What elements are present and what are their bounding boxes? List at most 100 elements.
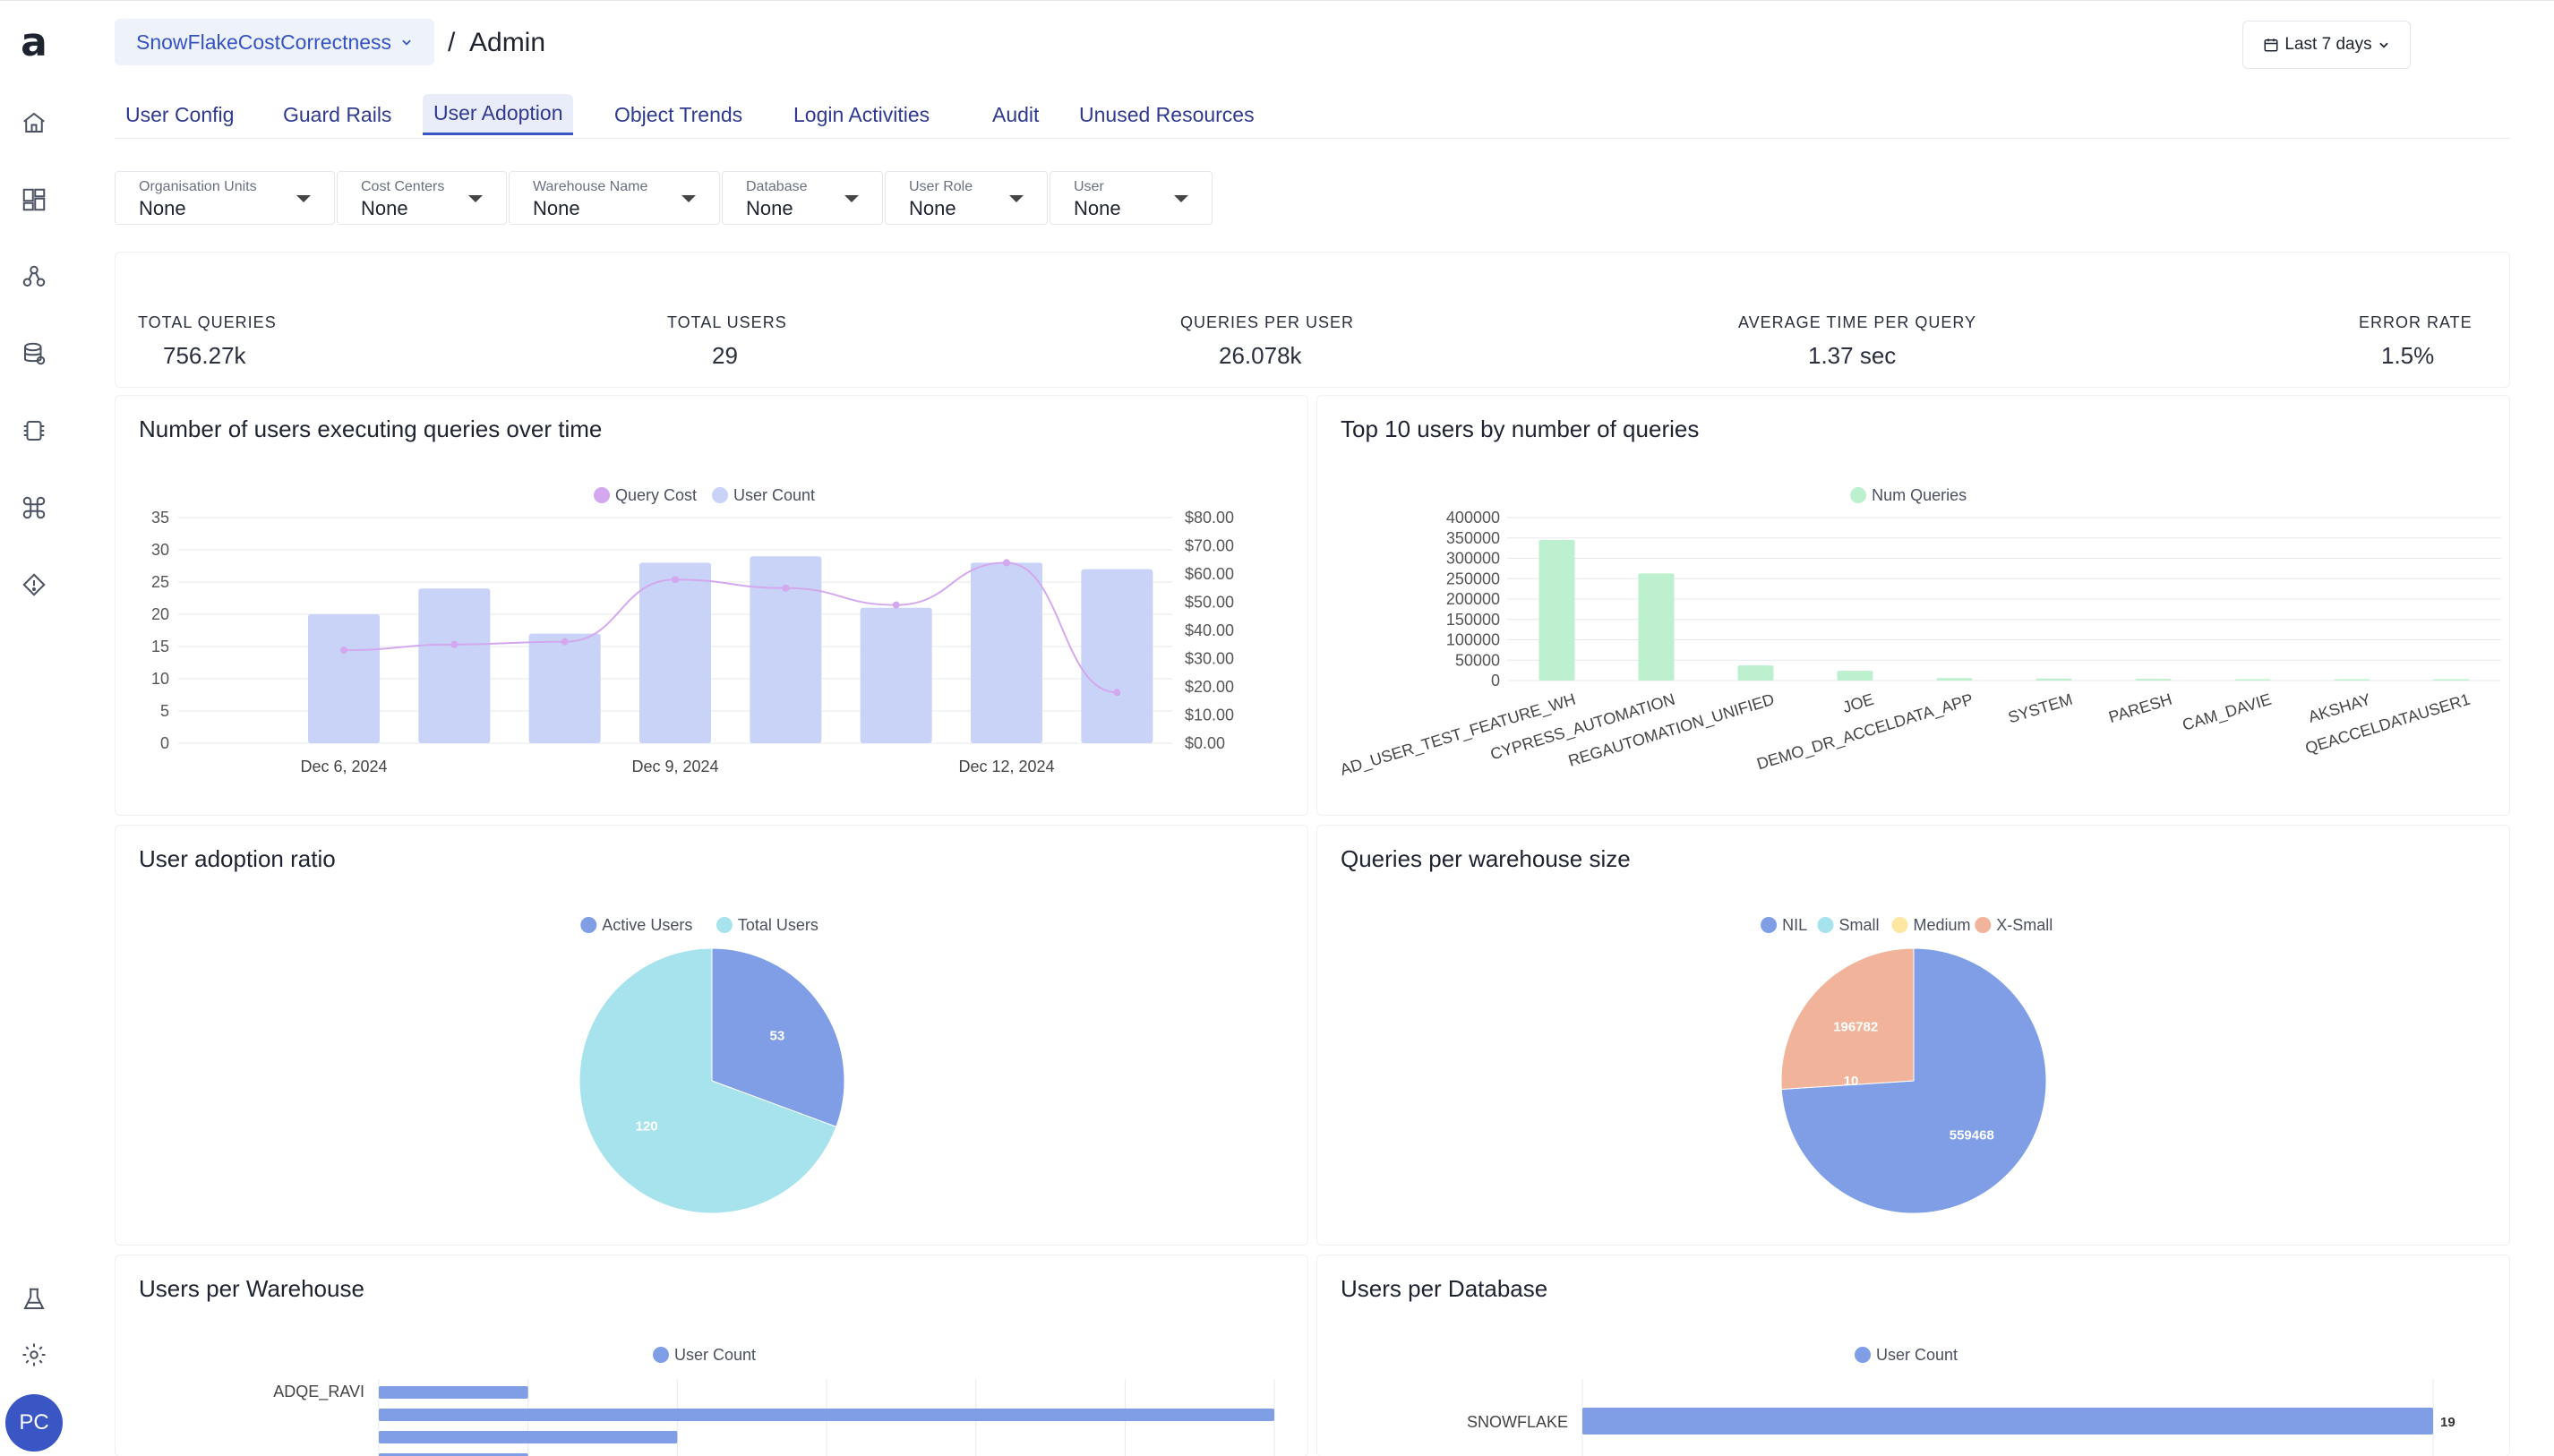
filter-cost-centers[interactable]: Cost Centers None bbox=[337, 171, 507, 225]
pie-slice bbox=[579, 947, 837, 1214]
bar bbox=[1837, 671, 1873, 681]
filter-organisation-units[interactable]: Organisation Units None bbox=[115, 171, 335, 225]
home-icon[interactable] bbox=[18, 107, 50, 139]
filter-warehouse-name[interactable]: Warehouse Name None bbox=[509, 171, 720, 225]
caret-down-icon bbox=[1174, 195, 1188, 202]
y-tick-label: 35 bbox=[151, 509, 169, 527]
logo[interactable]: a bbox=[16, 17, 52, 67]
y2-tick-label: $30.00 bbox=[1185, 650, 1234, 668]
y-tick-label: 25 bbox=[151, 573, 169, 591]
tab-label: Object Trends bbox=[614, 102, 743, 126]
filter-value: None bbox=[909, 197, 956, 219]
chip-icon[interactable] bbox=[18, 415, 50, 447]
y2-tick-label: $40.00 bbox=[1185, 621, 1234, 639]
bar bbox=[379, 1386, 528, 1399]
legend-label: X-Small bbox=[1996, 916, 2053, 934]
legend-label: Medium bbox=[1914, 916, 1971, 934]
bar bbox=[2234, 679, 2271, 681]
y-tick-label: 250000 bbox=[1446, 570, 1500, 587]
line-point bbox=[672, 576, 679, 584]
pie-slice bbox=[711, 947, 845, 1127]
chart-users-per-warehouse: User Count ADQE_RAVI bbox=[273, 1346, 1275, 1456]
legend-marker bbox=[1855, 1347, 1871, 1363]
y2-tick-label: $50.00 bbox=[1185, 594, 1234, 612]
tab-unused-resources[interactable]: Unused Resources bbox=[1068, 94, 1265, 135]
x-tick-label: Dec 9, 2024 bbox=[631, 758, 718, 775]
tab-login-activities[interactable]: Login Activities bbox=[783, 94, 940, 135]
line-point bbox=[1003, 559, 1010, 567]
bar bbox=[1081, 569, 1153, 743]
date-range-selector[interactable]: Last 7 days bbox=[2242, 21, 2411, 69]
y2-tick-label: $80.00 bbox=[1185, 509, 1234, 527]
x-tick-label: AKSHAY bbox=[2306, 690, 2372, 726]
y2-tick-label: $70.00 bbox=[1185, 537, 1234, 555]
chart-users-per-database: User Count SNOWFLAKE 19 bbox=[1467, 1346, 2455, 1456]
y-tick-label: 30 bbox=[151, 541, 169, 559]
project-selector[interactable]: SnowFlakeCostCorrectness bbox=[115, 19, 435, 65]
chart-users-over-time: Query Cost User Count 0 5 10 15 20 25 30 35 $0.00 $… bbox=[151, 486, 1234, 775]
chart-adoption-ratio: Active Users Total Users 53 120 bbox=[579, 916, 845, 1214]
dashboard-icon[interactable] bbox=[18, 184, 50, 216]
bar bbox=[2035, 678, 2072, 681]
caret-down-icon bbox=[296, 195, 311, 202]
gear-icon[interactable] bbox=[18, 1339, 50, 1371]
graph-icon[interactable] bbox=[18, 261, 50, 293]
bar bbox=[639, 562, 711, 743]
y-tick-label: 0 bbox=[160, 734, 169, 752]
tab-object-trends[interactable]: Object Trends bbox=[604, 94, 753, 135]
legend-label: Small bbox=[1839, 916, 1880, 934]
filter-value: None bbox=[533, 197, 580, 219]
filter-user-role[interactable]: User Role None bbox=[885, 171, 1048, 225]
line-point bbox=[561, 638, 569, 646]
tab-audit[interactable]: Audit bbox=[981, 94, 1050, 135]
bar bbox=[528, 633, 601, 743]
database-icon[interactable] bbox=[18, 338, 50, 370]
sidebar: a PC bbox=[0, 1, 68, 1456]
card-title: User adoption ratio bbox=[139, 845, 336, 872]
header: SnowFlakeCostCorrectness / Admin Last 7 … bbox=[115, 19, 2510, 69]
logo-letter: a bbox=[21, 19, 47, 65]
pie-slice bbox=[1780, 947, 1915, 1091]
main-content: SnowFlakeCostCorrectness / Admin Last 7 … bbox=[115, 1, 2510, 1456]
x-tick-label: SYSTEM bbox=[2006, 690, 2075, 727]
avatar[interactable]: PC bbox=[5, 1394, 63, 1452]
tab-label: Login Activities bbox=[793, 102, 930, 126]
y-tick-label: 15 bbox=[151, 638, 169, 655]
card-title: Users per Warehouse bbox=[139, 1275, 364, 1302]
card-title: Number of users executing queries over t… bbox=[139, 415, 603, 442]
tab-guard-rails[interactable]: Guard Rails bbox=[272, 94, 402, 135]
filter-user[interactable]: User None bbox=[1050, 171, 1213, 225]
tab-user-config[interactable]: User Config bbox=[115, 94, 244, 135]
line-point bbox=[450, 640, 459, 648]
y-tick-label: 20 bbox=[151, 605, 169, 623]
command-icon[interactable] bbox=[18, 492, 50, 524]
bar bbox=[2135, 679, 2172, 681]
filter-value: None bbox=[1074, 197, 1121, 219]
tab-user-adoption[interactable]: User Adoption bbox=[423, 94, 574, 135]
bar bbox=[1936, 678, 1973, 681]
line-point bbox=[1113, 689, 1121, 697]
date-range-label: Last 7 days bbox=[2284, 35, 2372, 54]
filter-label: User bbox=[1074, 179, 1104, 194]
filter-value: None bbox=[746, 197, 793, 219]
flask-icon[interactable] bbox=[18, 1283, 50, 1315]
y-tick-label: ADQE_RAVI bbox=[273, 1383, 364, 1401]
legend-marker bbox=[1850, 487, 1867, 503]
slice-label: 53 bbox=[770, 1028, 785, 1043]
filter-database[interactable]: Database None bbox=[722, 171, 883, 225]
bar bbox=[2334, 679, 2370, 681]
calendar-icon bbox=[2264, 39, 2278, 52]
y-tick-label: 0 bbox=[1491, 672, 1500, 689]
tab-label: Unused Resources bbox=[1079, 102, 1255, 126]
legend-marker bbox=[1975, 917, 1992, 933]
legend-label: User Count bbox=[1876, 1346, 1958, 1364]
y-tick-label: 10 bbox=[151, 670, 169, 688]
y-tick-label: 150000 bbox=[1446, 611, 1500, 629]
card-title: Users per Database bbox=[1341, 1275, 1548, 1302]
filter-label: Database bbox=[746, 179, 808, 194]
filter-label: Warehouse Name bbox=[533, 179, 648, 194]
slice-label: 196782 bbox=[1833, 1019, 1878, 1034]
diamond-icon[interactable] bbox=[18, 569, 50, 601]
x-tick-label: Dec 6, 2024 bbox=[300, 758, 387, 775]
kpi-total-users-value: 29 bbox=[712, 342, 738, 369]
